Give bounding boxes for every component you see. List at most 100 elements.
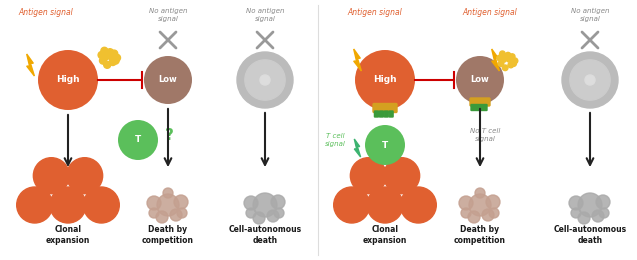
FancyBboxPatch shape	[375, 111, 378, 117]
FancyBboxPatch shape	[483, 105, 487, 110]
Circle shape	[578, 193, 602, 217]
Circle shape	[104, 61, 111, 68]
Circle shape	[503, 65, 508, 71]
Polygon shape	[492, 49, 499, 71]
Circle shape	[596, 195, 610, 209]
Circle shape	[459, 196, 473, 210]
Circle shape	[469, 194, 491, 216]
Circle shape	[83, 187, 119, 223]
Circle shape	[108, 53, 115, 60]
Circle shape	[260, 75, 270, 85]
Text: Death by
competition: Death by competition	[142, 225, 194, 245]
Circle shape	[244, 196, 258, 210]
FancyBboxPatch shape	[384, 111, 388, 117]
Circle shape	[99, 57, 106, 64]
Circle shape	[274, 208, 284, 218]
Circle shape	[38, 50, 98, 110]
Text: High: High	[373, 75, 397, 84]
Circle shape	[501, 57, 506, 62]
Circle shape	[170, 209, 182, 221]
Circle shape	[562, 52, 618, 108]
Text: T: T	[135, 135, 141, 145]
Circle shape	[571, 208, 581, 218]
Circle shape	[113, 54, 120, 61]
Circle shape	[510, 54, 515, 59]
Circle shape	[245, 60, 285, 100]
Circle shape	[498, 61, 504, 66]
Circle shape	[461, 208, 471, 218]
Circle shape	[157, 194, 179, 216]
Circle shape	[512, 58, 518, 64]
Circle shape	[237, 52, 293, 108]
Circle shape	[383, 158, 420, 194]
Text: Cell-autonomous
death: Cell-autonomous death	[229, 225, 301, 245]
Text: Clonal
expansion: Clonal expansion	[363, 225, 407, 245]
Circle shape	[118, 120, 158, 160]
Circle shape	[334, 187, 369, 223]
Circle shape	[570, 60, 610, 100]
Circle shape	[253, 193, 277, 217]
Circle shape	[147, 196, 161, 210]
FancyBboxPatch shape	[471, 105, 475, 110]
Circle shape	[267, 210, 279, 222]
Text: T cell
signal: T cell signal	[325, 133, 345, 147]
Text: No antigen
signal: No antigen signal	[246, 8, 284, 22]
FancyBboxPatch shape	[379, 111, 383, 117]
Text: ?: ?	[165, 128, 174, 144]
Text: No T cell
signal: No T cell signal	[470, 128, 500, 142]
Text: Clonal
expansion: Clonal expansion	[46, 225, 90, 245]
Text: Antigen signal: Antigen signal	[462, 8, 517, 17]
Circle shape	[400, 187, 436, 223]
Circle shape	[177, 208, 187, 218]
Circle shape	[508, 62, 513, 68]
Text: No antigen
signal: No antigen signal	[571, 8, 609, 22]
Circle shape	[144, 56, 192, 104]
Circle shape	[511, 61, 517, 66]
Circle shape	[599, 208, 609, 218]
Circle shape	[505, 53, 511, 58]
Circle shape	[569, 196, 583, 210]
Circle shape	[246, 208, 256, 218]
Circle shape	[475, 188, 485, 198]
Circle shape	[486, 195, 500, 209]
FancyBboxPatch shape	[373, 103, 397, 113]
Circle shape	[149, 208, 159, 218]
Circle shape	[103, 53, 110, 60]
FancyBboxPatch shape	[389, 111, 393, 117]
Circle shape	[482, 209, 494, 221]
Text: Antigen signal: Antigen signal	[348, 8, 403, 17]
Circle shape	[456, 56, 504, 104]
Polygon shape	[354, 139, 361, 157]
Text: Cell-autonomous
death: Cell-autonomous death	[554, 225, 627, 245]
Text: Death by
competition: Death by competition	[454, 225, 506, 245]
Circle shape	[98, 51, 105, 58]
Circle shape	[497, 55, 503, 61]
Circle shape	[33, 158, 69, 194]
Circle shape	[156, 211, 168, 223]
Circle shape	[50, 187, 86, 223]
Circle shape	[468, 211, 480, 223]
Circle shape	[585, 75, 595, 85]
Text: Low: Low	[159, 75, 177, 84]
Circle shape	[111, 50, 118, 57]
FancyBboxPatch shape	[479, 105, 483, 110]
FancyBboxPatch shape	[475, 105, 479, 110]
Circle shape	[67, 158, 103, 194]
FancyBboxPatch shape	[470, 98, 490, 106]
Circle shape	[253, 212, 265, 224]
Circle shape	[578, 212, 590, 224]
Circle shape	[101, 47, 108, 54]
Circle shape	[367, 187, 403, 223]
Text: T: T	[382, 140, 388, 150]
Circle shape	[112, 57, 119, 64]
Text: No antigen
signal: No antigen signal	[149, 8, 187, 22]
Polygon shape	[27, 54, 34, 76]
Circle shape	[17, 187, 53, 223]
Polygon shape	[354, 49, 361, 71]
Circle shape	[106, 49, 113, 56]
Circle shape	[592, 210, 604, 222]
Circle shape	[350, 158, 387, 194]
Circle shape	[365, 125, 405, 165]
Circle shape	[506, 57, 512, 62]
Circle shape	[355, 50, 415, 110]
